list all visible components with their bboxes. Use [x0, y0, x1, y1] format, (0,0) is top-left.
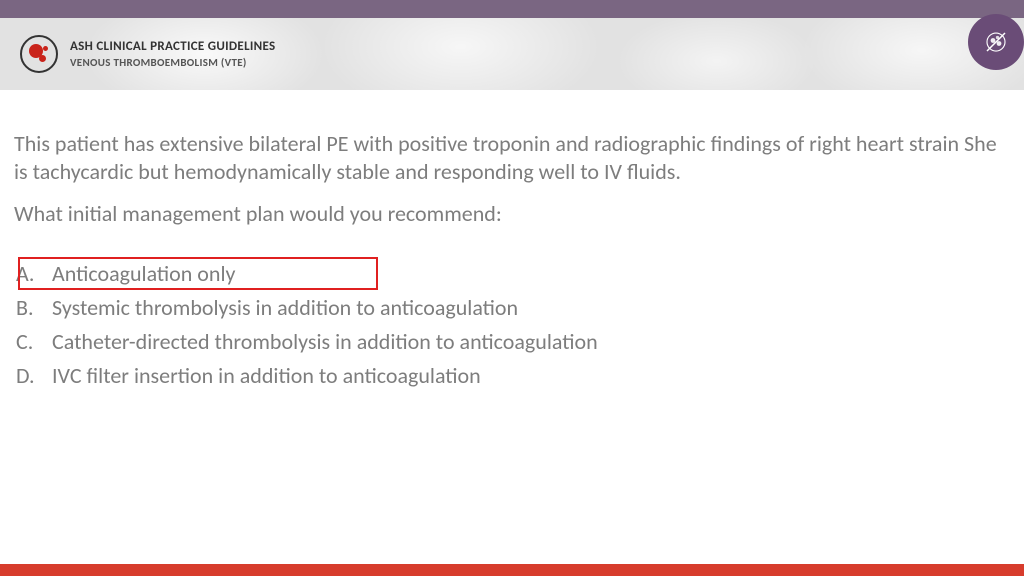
- slide-content: This patient has extensive bilateral PE …: [0, 90, 1024, 393]
- logo-cell-icon: [39, 55, 46, 62]
- answer-option[interactable]: B.Systemic thrombolysis in addition to a…: [14, 291, 1004, 325]
- option-letter: B.: [14, 291, 52, 325]
- question-stem: This patient has extensive bilateral PE …: [14, 130, 1004, 186]
- answer-options: A.Anticoagulation onlyB.Systemic thrombo…: [14, 257, 1004, 393]
- answer-option[interactable]: D.IVC filter insertion in addition to an…: [14, 359, 1004, 393]
- header-title: ASH CLINICAL PRACTICE GUIDELINES: [70, 39, 275, 54]
- bottom-accent-bar: [0, 564, 1024, 576]
- top-accent-bar: [0, 0, 1024, 18]
- answer-option[interactable]: A.Anticoagulation only: [14, 257, 1004, 291]
- question-prompt: What initial management plan would you r…: [14, 200, 1004, 229]
- ash-logo: ASH CLINICAL PRACTICE GUIDELINES VENOUS …: [20, 35, 275, 73]
- logo-ring-icon: [20, 35, 58, 73]
- option-text: IVC filter insertion in addition to anti…: [52, 359, 1004, 393]
- corner-badge-icon: [968, 14, 1024, 70]
- logo-cell-icon: [43, 46, 48, 51]
- option-letter: A.: [14, 257, 52, 291]
- option-text: Anticoagulation only: [52, 257, 1004, 291]
- option-text: Systemic thrombolysis in addition to ant…: [52, 291, 1004, 325]
- option-text: Catheter-directed thrombolysis in additi…: [52, 325, 1004, 359]
- header-band: ASH CLINICAL PRACTICE GUIDELINES VENOUS …: [0, 18, 1024, 90]
- option-letter: C.: [14, 325, 52, 359]
- option-letter: D.: [14, 359, 52, 393]
- answer-option[interactable]: C.Catheter-directed thrombolysis in addi…: [14, 325, 1004, 359]
- header-subtitle: VENOUS THROMBOEMBOLISM (VTE): [70, 56, 275, 69]
